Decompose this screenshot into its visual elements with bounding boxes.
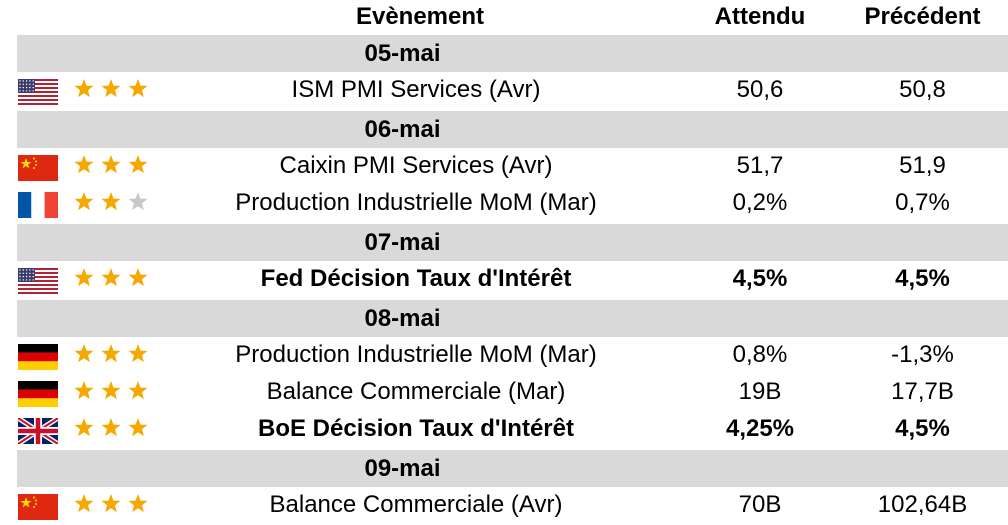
star-icon: [74, 418, 94, 437]
star-icon: [128, 268, 148, 287]
china-flag-icon: [18, 155, 58, 181]
previous-value: -1,3%: [891, 341, 954, 368]
previous-value: 4,5%: [895, 415, 950, 442]
importance-stars: [72, 267, 152, 293]
previous-value: 4,5%: [895, 265, 950, 292]
event-row: ISM PMI Services (Avr) 50,6 50,8: [0, 72, 1008, 109]
star-icon: [74, 155, 94, 174]
importance-stars: [72, 78, 152, 104]
star-icon: [101, 381, 121, 400]
event-row: Production Industrielle MoM (Mar) 0,2% 0,7…: [0, 185, 1008, 222]
importance-stars: [72, 343, 152, 369]
importance-stars: [72, 380, 152, 406]
date-label: 06-mai: [364, 115, 441, 143]
calendar-body: 05-mai ISM PMI Services (Avr) 50,6 50,8 06-m…: [0, 33, 1008, 524]
expected-value: 4,25%: [725, 415, 795, 442]
star-icon: [128, 192, 148, 211]
star-icon: [101, 268, 121, 287]
expected-value: 4,5%: [732, 265, 788, 292]
importance-stars: [72, 493, 152, 519]
star-icon: [128, 344, 148, 363]
us-flag-icon: [18, 268, 58, 294]
star-icon: [128, 418, 148, 437]
star-icon: [101, 344, 121, 363]
star-icon: [74, 192, 94, 211]
star-icon: [128, 494, 148, 513]
event-row: Caixin PMI Services (Avr) 51,7 51,9: [0, 148, 1008, 185]
event-row: Production Industrielle MoM (Mar) 0,8% -1,…: [0, 337, 1008, 374]
header-previous: Précédent: [864, 2, 981, 30]
star-icon: [101, 192, 121, 211]
star-icon: [101, 418, 121, 437]
star-icon: [74, 381, 94, 400]
header-event: Evènement: [355, 2, 485, 30]
importance-stars: [72, 191, 152, 217]
event-name: Balance Commerciale (Mar): [266, 378, 566, 405]
uk-flag-icon: [18, 418, 58, 444]
star-icon: [101, 494, 121, 513]
event-name: Production Industrielle MoM (Mar): [235, 341, 597, 368]
previous-value: 102,64B: [877, 491, 968, 518]
star-icon: [74, 79, 94, 98]
expected-value: 0,8%: [732, 341, 788, 368]
event-name: Production Industrielle MoM (Mar): [235, 189, 597, 216]
us-flag-icon: [18, 79, 58, 105]
date-label: 07-mai: [364, 228, 441, 256]
previous-value: 17,7B: [891, 378, 954, 405]
date-header: 08-mai: [17, 298, 1008, 337]
importance-stars: [72, 417, 152, 443]
event-name: BoE Décision Taux d'Intérêt: [258, 415, 574, 442]
event-row: Balance Commerciale (Avr) 70B 102,64B: [0, 487, 1008, 524]
date-header: 05-mai: [17, 33, 1008, 72]
event-row: Balance Commerciale (Mar) 19B 17,7B: [0, 374, 1008, 411]
previous-value: 51,9: [899, 152, 946, 179]
china-flag-icon: [18, 494, 58, 520]
date-header: 09-mai: [17, 448, 1008, 487]
expected-value: 51,7: [736, 152, 784, 179]
star-icon: [101, 155, 121, 174]
event-row: Fed Décision Taux d'Intérêt 4,5% 4,5%: [0, 261, 1008, 298]
expected-value: 50,6: [736, 76, 784, 103]
date-header: 06-mai: [17, 109, 1008, 148]
expected-value: 70B: [738, 491, 782, 518]
star-icon: [128, 155, 148, 174]
germany-flag-icon: [18, 381, 58, 407]
date-label: 09-mai: [364, 454, 441, 482]
expected-value: 19B: [738, 378, 782, 405]
star-icon: [74, 494, 94, 513]
date-label: 08-mai: [364, 304, 441, 332]
star-icon: [128, 79, 148, 98]
previous-value: 50,8: [899, 76, 946, 103]
event-name: Fed Décision Taux d'Intérêt: [260, 265, 572, 292]
event-row: BoE Décision Taux d'Intérêt 4,25% 4,5%: [0, 411, 1008, 448]
germany-flag-icon: [18, 344, 58, 370]
star-icon: [74, 268, 94, 287]
previous-value: 0,7%: [895, 189, 950, 216]
header-expected: Attendu: [714, 2, 806, 30]
event-name: Balance Commerciale (Avr): [269, 491, 563, 518]
star-icon: [74, 344, 94, 363]
expected-value: 0,2%: [732, 189, 788, 216]
date-label: 05-mai: [364, 39, 441, 67]
event-name: ISM PMI Services (Avr): [291, 76, 541, 103]
france-flag-icon: [18, 192, 58, 218]
importance-stars: [72, 154, 152, 180]
event-name: Caixin PMI Services (Avr): [279, 152, 553, 179]
star-icon: [101, 79, 121, 98]
header-row: Evènement Attendu Précédent: [0, 0, 1008, 33]
date-header: 07-mai: [17, 222, 1008, 261]
star-icon: [128, 381, 148, 400]
